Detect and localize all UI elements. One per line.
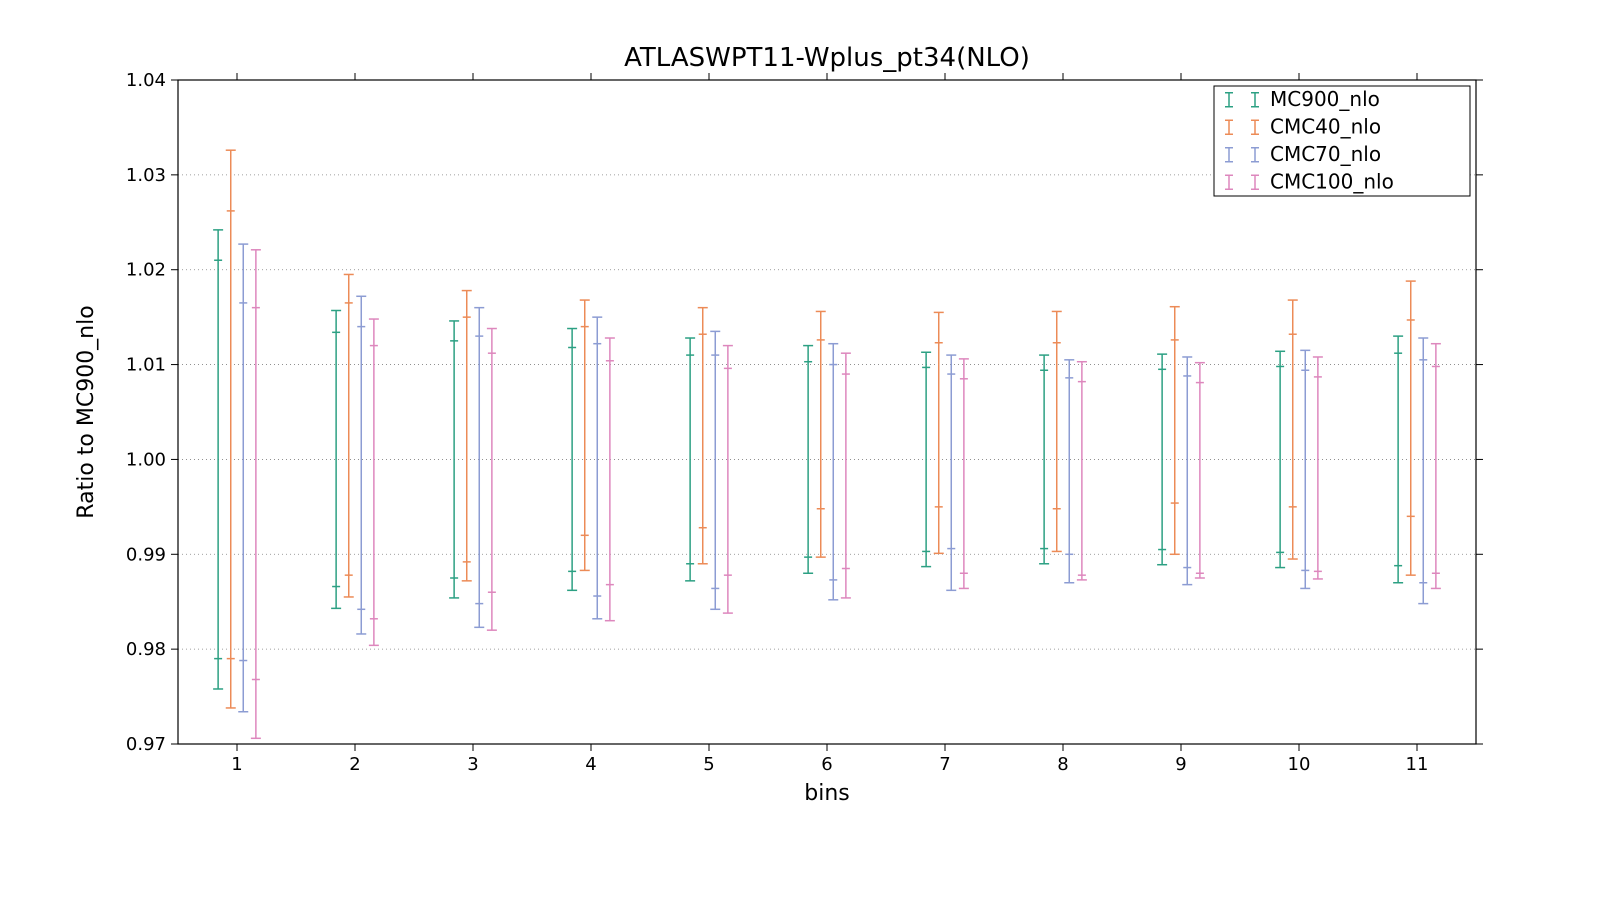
series-CMC40_nlo	[226, 150, 1416, 708]
x-axis-label: bins	[804, 781, 849, 806]
x-tick-label: 5	[703, 754, 714, 775]
x-tick-label: 1	[231, 754, 242, 775]
chart-container: 0.97 0.98 0.99 1.00 1.01 1.02 1.03 1.04 1 2 3 4 5 6 7 8…	[0, 0, 1600, 900]
x-tick-label: 11	[1406, 754, 1429, 775]
legend-item-label: CMC100_nlo	[1270, 169, 1394, 193]
series-CMC70_nlo	[238, 244, 1428, 712]
y-tick-label: 0.98	[126, 639, 166, 660]
x-tick-label: 6	[821, 754, 832, 775]
y-tick-label: 1.04	[126, 70, 166, 91]
x-tick-label: 9	[1175, 754, 1186, 775]
series-MC900_nlo	[213, 230, 1403, 689]
legend: MC900_nlo CMC40_nlo CMC70_nlo CMC100_nlo	[1214, 86, 1470, 196]
y-tick-label: 1.03	[126, 165, 166, 186]
x-tick-label: 8	[1057, 754, 1068, 775]
legend-item-label: MC900_nlo	[1270, 87, 1380, 111]
legend-item-label: CMC70_nlo	[1270, 142, 1381, 166]
chart-svg: 0.97 0.98 0.99 1.00 1.01 1.02 1.03 1.04 1 2 3 4 5 6 7 8…	[0, 0, 1600, 900]
legend-item-label: CMC40_nlo	[1270, 114, 1381, 138]
x-tick-label: 4	[585, 754, 596, 775]
x-tick-label: 10	[1288, 754, 1311, 775]
x-tick-label: 3	[467, 754, 478, 775]
x-tick-label: 2	[349, 754, 360, 775]
y-tick-label: 0.97	[126, 734, 166, 755]
y-axis-label: Ratio to MC900_nlo	[74, 305, 99, 518]
x-tick-label: 7	[939, 754, 950, 775]
y-tick-label: 0.99	[126, 544, 166, 565]
chart-title: ATLASWPT11-Wplus_pt34(NLO)	[624, 43, 1030, 73]
y-tick-label: 1.02	[126, 260, 166, 281]
y-tick-label: 1.01	[126, 355, 166, 376]
series-CMC100_nlo	[251, 250, 1441, 739]
y-tick-label: 1.00	[126, 449, 166, 470]
